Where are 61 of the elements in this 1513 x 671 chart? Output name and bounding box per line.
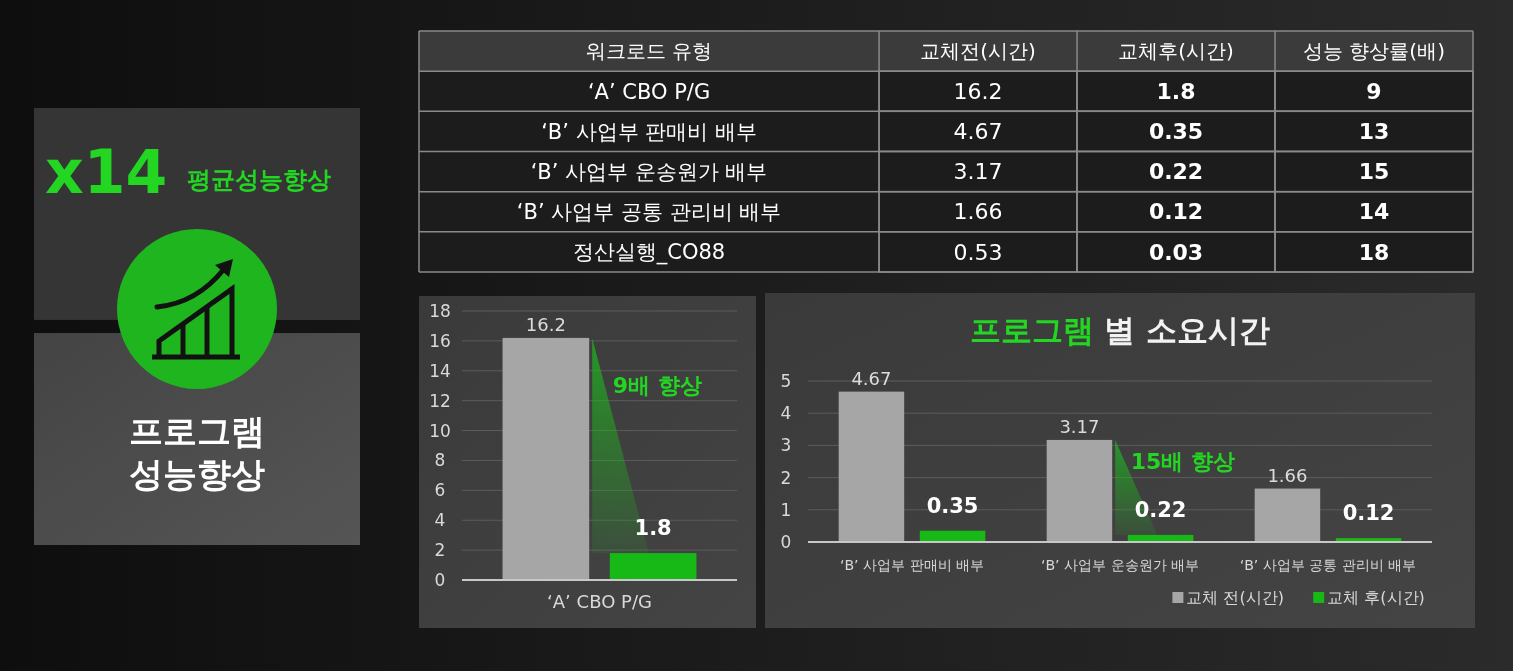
data-label: 18 xyxy=(1358,239,1390,265)
y-tick-label: 8 xyxy=(434,450,446,471)
data-label: 4.67 xyxy=(953,119,1003,145)
data-label: 16.2 xyxy=(953,78,1003,104)
y-tick-label: 1 xyxy=(780,499,792,520)
data-label: 14 xyxy=(1358,199,1390,225)
data-label: 0.03 xyxy=(1148,239,1204,265)
annotation: 9배 향상 xyxy=(612,372,702,398)
x-tick-label: ‘B’ 사업부 공통 관리비 배부 xyxy=(1239,557,1417,573)
y-tick-label: 4 xyxy=(434,510,446,531)
data-label: 0.22 xyxy=(1134,497,1187,522)
y-tick-label: 0 xyxy=(434,569,446,590)
x-tick-label: ‘B’ 사업부 운송원가 배부 xyxy=(1040,557,1200,573)
y-tick-label: 5 xyxy=(780,370,792,391)
data-label: 0.12 xyxy=(1342,501,1395,526)
x-tick-label: 교체후(시간) xyxy=(1118,39,1234,64)
y-axis-title: 워크로드 유형 xyxy=(585,39,713,64)
legend-label: 교체 전(시간) xyxy=(1186,588,1284,607)
y-tick-label: 14 xyxy=(429,360,451,381)
data-label: 0.53 xyxy=(953,239,1003,265)
y-tick-label: 0 xyxy=(780,531,792,552)
bar xyxy=(1254,488,1321,542)
data-label: 0.35 xyxy=(926,493,979,518)
data-label: 3.17 xyxy=(953,159,1003,185)
y-tick-label: 10 xyxy=(429,420,451,441)
x-tick-label: ‘B’ 사업부 판매비 배부 xyxy=(839,557,985,573)
data-label: 0.22 xyxy=(1148,159,1204,185)
x-tick-label: 성능 향상률(배) xyxy=(1303,39,1445,64)
y-tick-label: 2 xyxy=(434,540,446,561)
y-tick-label: ‘B’ 사업부 공통 관리비 배부 xyxy=(516,200,782,225)
y-tick-label: ‘B’ 사업부 운송원가 배부 xyxy=(530,159,768,184)
data-label: 9 xyxy=(1366,78,1382,104)
text: 평균성능향상 xyxy=(187,166,331,194)
data-label: 16.2 xyxy=(525,313,566,335)
y-tick-label: 4 xyxy=(780,403,792,424)
annotation: 15배 향상 xyxy=(1130,448,1236,474)
data-label: 0.12 xyxy=(1148,199,1204,225)
chart-title: 프로그램 별 소요시간 xyxy=(969,312,1271,348)
y-tick-label: 6 xyxy=(434,480,446,501)
data-label: 0.35 xyxy=(1148,119,1204,145)
legend-label: 교체 후(시간) xyxy=(1327,588,1425,607)
y-tick-label: 2 xyxy=(780,467,792,488)
y-tick-label: 3 xyxy=(780,435,792,456)
y-tick-label: ‘A’ CBO P/G xyxy=(587,79,711,104)
y-tick-label: ‘B’ 사업부 판매비 배부 xyxy=(541,119,757,144)
bar xyxy=(838,391,905,542)
y-tick-label: 16 xyxy=(429,330,451,351)
y-tick-label: 12 xyxy=(429,390,451,411)
y-tick-label: 정산실행_CO88 xyxy=(572,240,726,266)
data-label: 1.66 xyxy=(953,199,1003,225)
y-tick-label: 18 xyxy=(429,300,451,321)
data-label: 1.66 xyxy=(1267,464,1308,486)
data-label: 15 xyxy=(1358,159,1390,185)
data-label: 4.67 xyxy=(851,367,892,389)
text: x14 xyxy=(45,137,168,207)
x-tick-label: 교체전(시간) xyxy=(920,39,1036,64)
data-label: 1.8 xyxy=(634,516,672,541)
data-label: 3.17 xyxy=(1059,415,1100,437)
data-label: 13 xyxy=(1358,119,1390,145)
text: 프로그램 성능향상 xyxy=(129,410,265,494)
data-label: 1.8 xyxy=(1156,78,1196,104)
